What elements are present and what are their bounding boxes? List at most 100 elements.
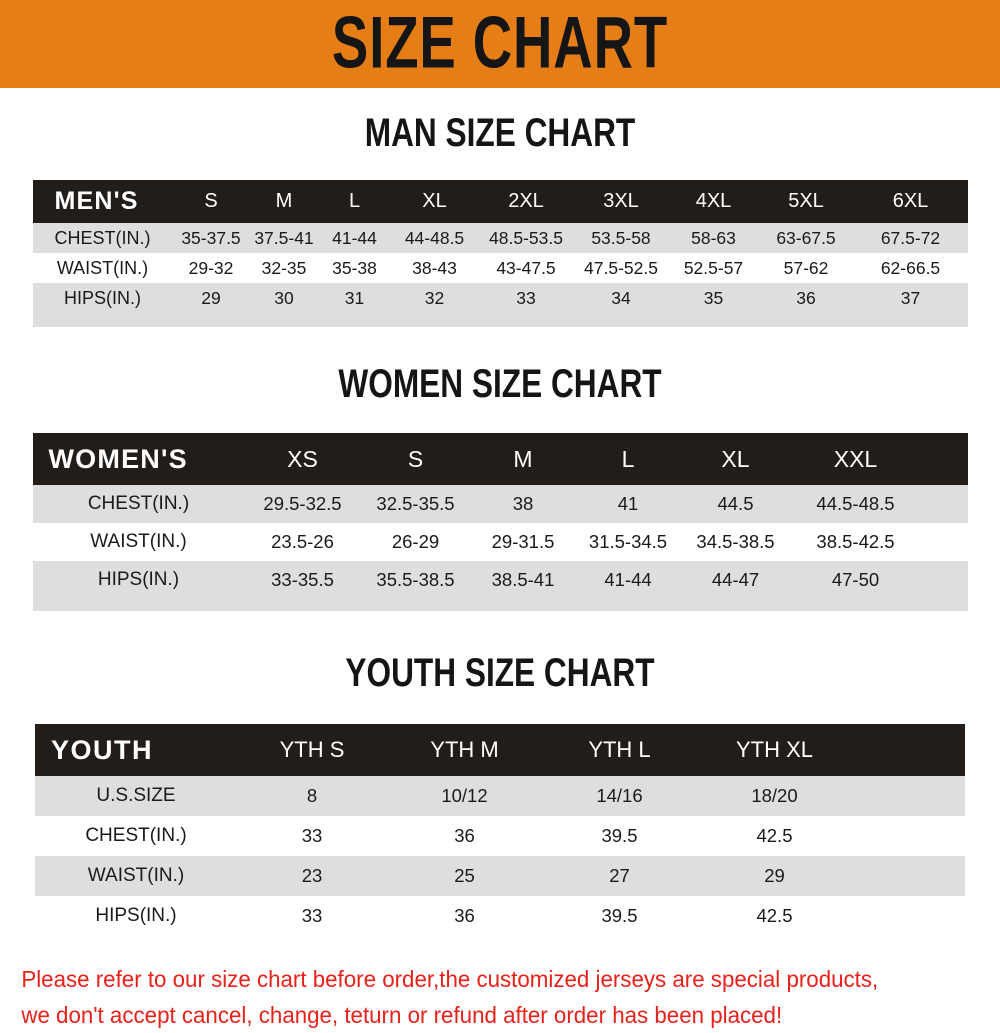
man-row-label-waist: WAIST(IN.) (56, 257, 149, 278)
women-waist-xs: 23.5-26 (271, 531, 334, 552)
man-hips-6xl: 37 (900, 287, 921, 308)
man-col-header-6xl: 6XL (892, 190, 929, 212)
women-row-label-chest: CHEST(IN.) (87, 493, 190, 514)
youth-chest-m: 36 (454, 825, 475, 846)
man-hips-m: 30 (274, 287, 294, 308)
order-policy-line-2: we don't accept cancel, change, teturn o… (21, 1001, 783, 1028)
man-waist-m: 32-35 (261, 257, 307, 278)
man-size-table: MEN'S S M L XL 2XL 3XL 4XL 5XL 6XL CHEST… (32, 180, 968, 327)
man-chest-xl: 44-48.5 (404, 227, 465, 248)
man-section-title: MAN SIZE CHART (364, 110, 636, 156)
youth-chest-l: 39.5 (601, 825, 638, 846)
women-size-table: WOMEN'S XS S M L XL XXL CHEST(IN.) 29.5-… (32, 433, 968, 611)
women-chest-l: 41 (617, 493, 639, 514)
man-table-header-row: MEN'S S M L XL 2XL 3XL 4XL 5XL 6XL (32, 180, 968, 223)
man-waist-3xl: 47.5-52.5 (584, 257, 658, 278)
man-col-header-3xl: 3XL (603, 190, 639, 212)
women-corner-label: WOMEN'S (48, 443, 188, 474)
women-waist-xxl: 38.5-42.5 (816, 531, 895, 552)
youth-waist-l: 27 (609, 865, 630, 886)
man-hips-s: 29 (201, 287, 221, 308)
women-row-spacer (921, 561, 968, 599)
women-waist-xl: 34.5-38.5 (696, 531, 775, 552)
women-row-label-hips: HIPS(IN.) (97, 569, 180, 590)
man-hips-l: 31 (344, 287, 365, 308)
women-col-header-xxl: XXL (833, 445, 878, 472)
man-chest-5xl: 63-67.5 (776, 227, 836, 248)
man-col-header-m: M (275, 190, 293, 212)
women-col-header-xs: XS (287, 445, 318, 472)
table-row: CHEST(IN.) 33 36 39.5 42.5 (35, 816, 965, 856)
youth-col-header-s: YTH S (279, 737, 345, 762)
youth-row-label-waist: WAIST(IN.) (87, 865, 185, 886)
youth-row-spacer (852, 856, 965, 896)
women-col-header-l: L (621, 445, 635, 472)
women-row-spacer (921, 485, 968, 523)
table-row: HIPS(IN.) 33 36 39.5 42.5 (35, 896, 965, 936)
youth-size-chart-wrap: YOUTH YTH S YTH M YTH L YTH XL U.S.SIZE … (35, 724, 965, 936)
women-chest-xl: 44.5 (717, 493, 754, 514)
man-col-header-5xl: 5XL (788, 190, 824, 212)
man-row-label-hips: HIPS(IN.) (63, 287, 141, 308)
youth-waist-m: 25 (454, 865, 475, 886)
youth-hips-s: 33 (301, 905, 323, 926)
women-waist-l: 31.5-34.5 (588, 531, 668, 552)
women-hips-xs: 33-35.5 (271, 569, 334, 590)
youth-ussize-m: 10/12 (441, 785, 488, 806)
man-chest-2xl: 48.5-53.5 (489, 227, 563, 248)
women-col-header-s: S (407, 445, 424, 472)
table-row: HIPS(IN.) 29 30 31 32 33 34 35 36 37 (32, 283, 968, 313)
women-waist-m: 29-31.5 (491, 531, 555, 552)
table-row: HIPS(IN.) 33-35.5 35.5-38.5 38.5-41 41-4… (32, 561, 968, 599)
order-policy-note: Please refer to our size chart before or… (0, 962, 970, 1033)
man-hips-5xl: 36 (796, 287, 816, 308)
women-chest-xxl: 44.5-48.5 (816, 493, 895, 514)
man-chest-6xl: 67.5-72 (880, 227, 941, 248)
youth-row-label-ussize: U.S.SIZE (96, 785, 176, 806)
man-col-header-l: L (348, 190, 361, 212)
youth-section-title: YOUTH SIZE CHART (345, 650, 655, 696)
man-table-bottom-strip (32, 313, 968, 327)
man-row-label-chest: CHEST(IN.) (54, 227, 151, 248)
youth-col-header-xl: YTH XL (735, 737, 814, 762)
women-table-bottom-strip (32, 599, 968, 611)
man-col-header-xl: XL (422, 190, 447, 212)
youth-waist-xl: 29 (764, 865, 785, 886)
table-row: WAIST(IN.) 23 25 27 29 (35, 856, 965, 896)
women-hips-xl: 44-47 (711, 569, 760, 590)
man-col-header-2xl: 2XL (508, 190, 544, 212)
women-chest-m: 38 (512, 493, 534, 514)
man-chest-l: 41-44 (332, 227, 377, 248)
women-col-header-m: M (513, 445, 533, 472)
youth-row-spacer (852, 776, 965, 816)
man-waist-6xl: 62-66.5 (880, 257, 941, 278)
youth-row-spacer (852, 896, 965, 936)
man-hips-4xl: 35 (703, 287, 724, 308)
table-row: WAIST(IN.) 29-32 32-35 35-38 38-43 43-47… (32, 253, 968, 283)
man-chest-s: 35-37.5 (181, 227, 241, 248)
man-waist-xl: 38-43 (412, 257, 457, 278)
man-corner-label: MEN'S (54, 187, 139, 215)
youth-ussize-s: 8 (306, 785, 318, 806)
man-chest-3xl: 53.5-58 (591, 227, 651, 248)
youth-ussize-l: 14/16 (596, 785, 643, 806)
man-waist-4xl: 52.5-57 (683, 257, 744, 278)
youth-col-header-m: YTH M (430, 737, 499, 762)
women-size-chart-wrap: WOMEN'S XS S M L XL XXL CHEST(IN.) 29.5-… (32, 433, 968, 611)
youth-header-spacer (852, 724, 965, 776)
order-policy-line-1: Please refer to our size chart before or… (21, 966, 879, 992)
women-section-title: WOMEN SIZE CHART (338, 361, 662, 407)
table-row: CHEST(IN.) 29.5-32.5 32.5-35.5 38 41 44.… (32, 485, 968, 523)
women-hips-l: 41-44 (604, 569, 652, 590)
man-waist-5xl: 57-62 (783, 257, 829, 278)
women-chest-xs: 29.5-32.5 (263, 493, 342, 514)
youth-size-table: YOUTH YTH S YTH M YTH L YTH XL U.S.SIZE … (35, 724, 965, 936)
women-chest-s: 32.5-35.5 (376, 493, 455, 514)
man-hips-3xl: 34 (611, 287, 631, 308)
youth-hips-xl: 42.5 (756, 905, 793, 926)
table-row: U.S.SIZE 8 10/12 14/16 18/20 (35, 776, 965, 816)
women-hips-m: 38.5-41 (491, 569, 555, 590)
youth-ussize-xl: 18/20 (751, 785, 798, 806)
man-chest-m: 37.5-41 (254, 227, 314, 248)
youth-col-header-l: YTH L (588, 737, 651, 762)
